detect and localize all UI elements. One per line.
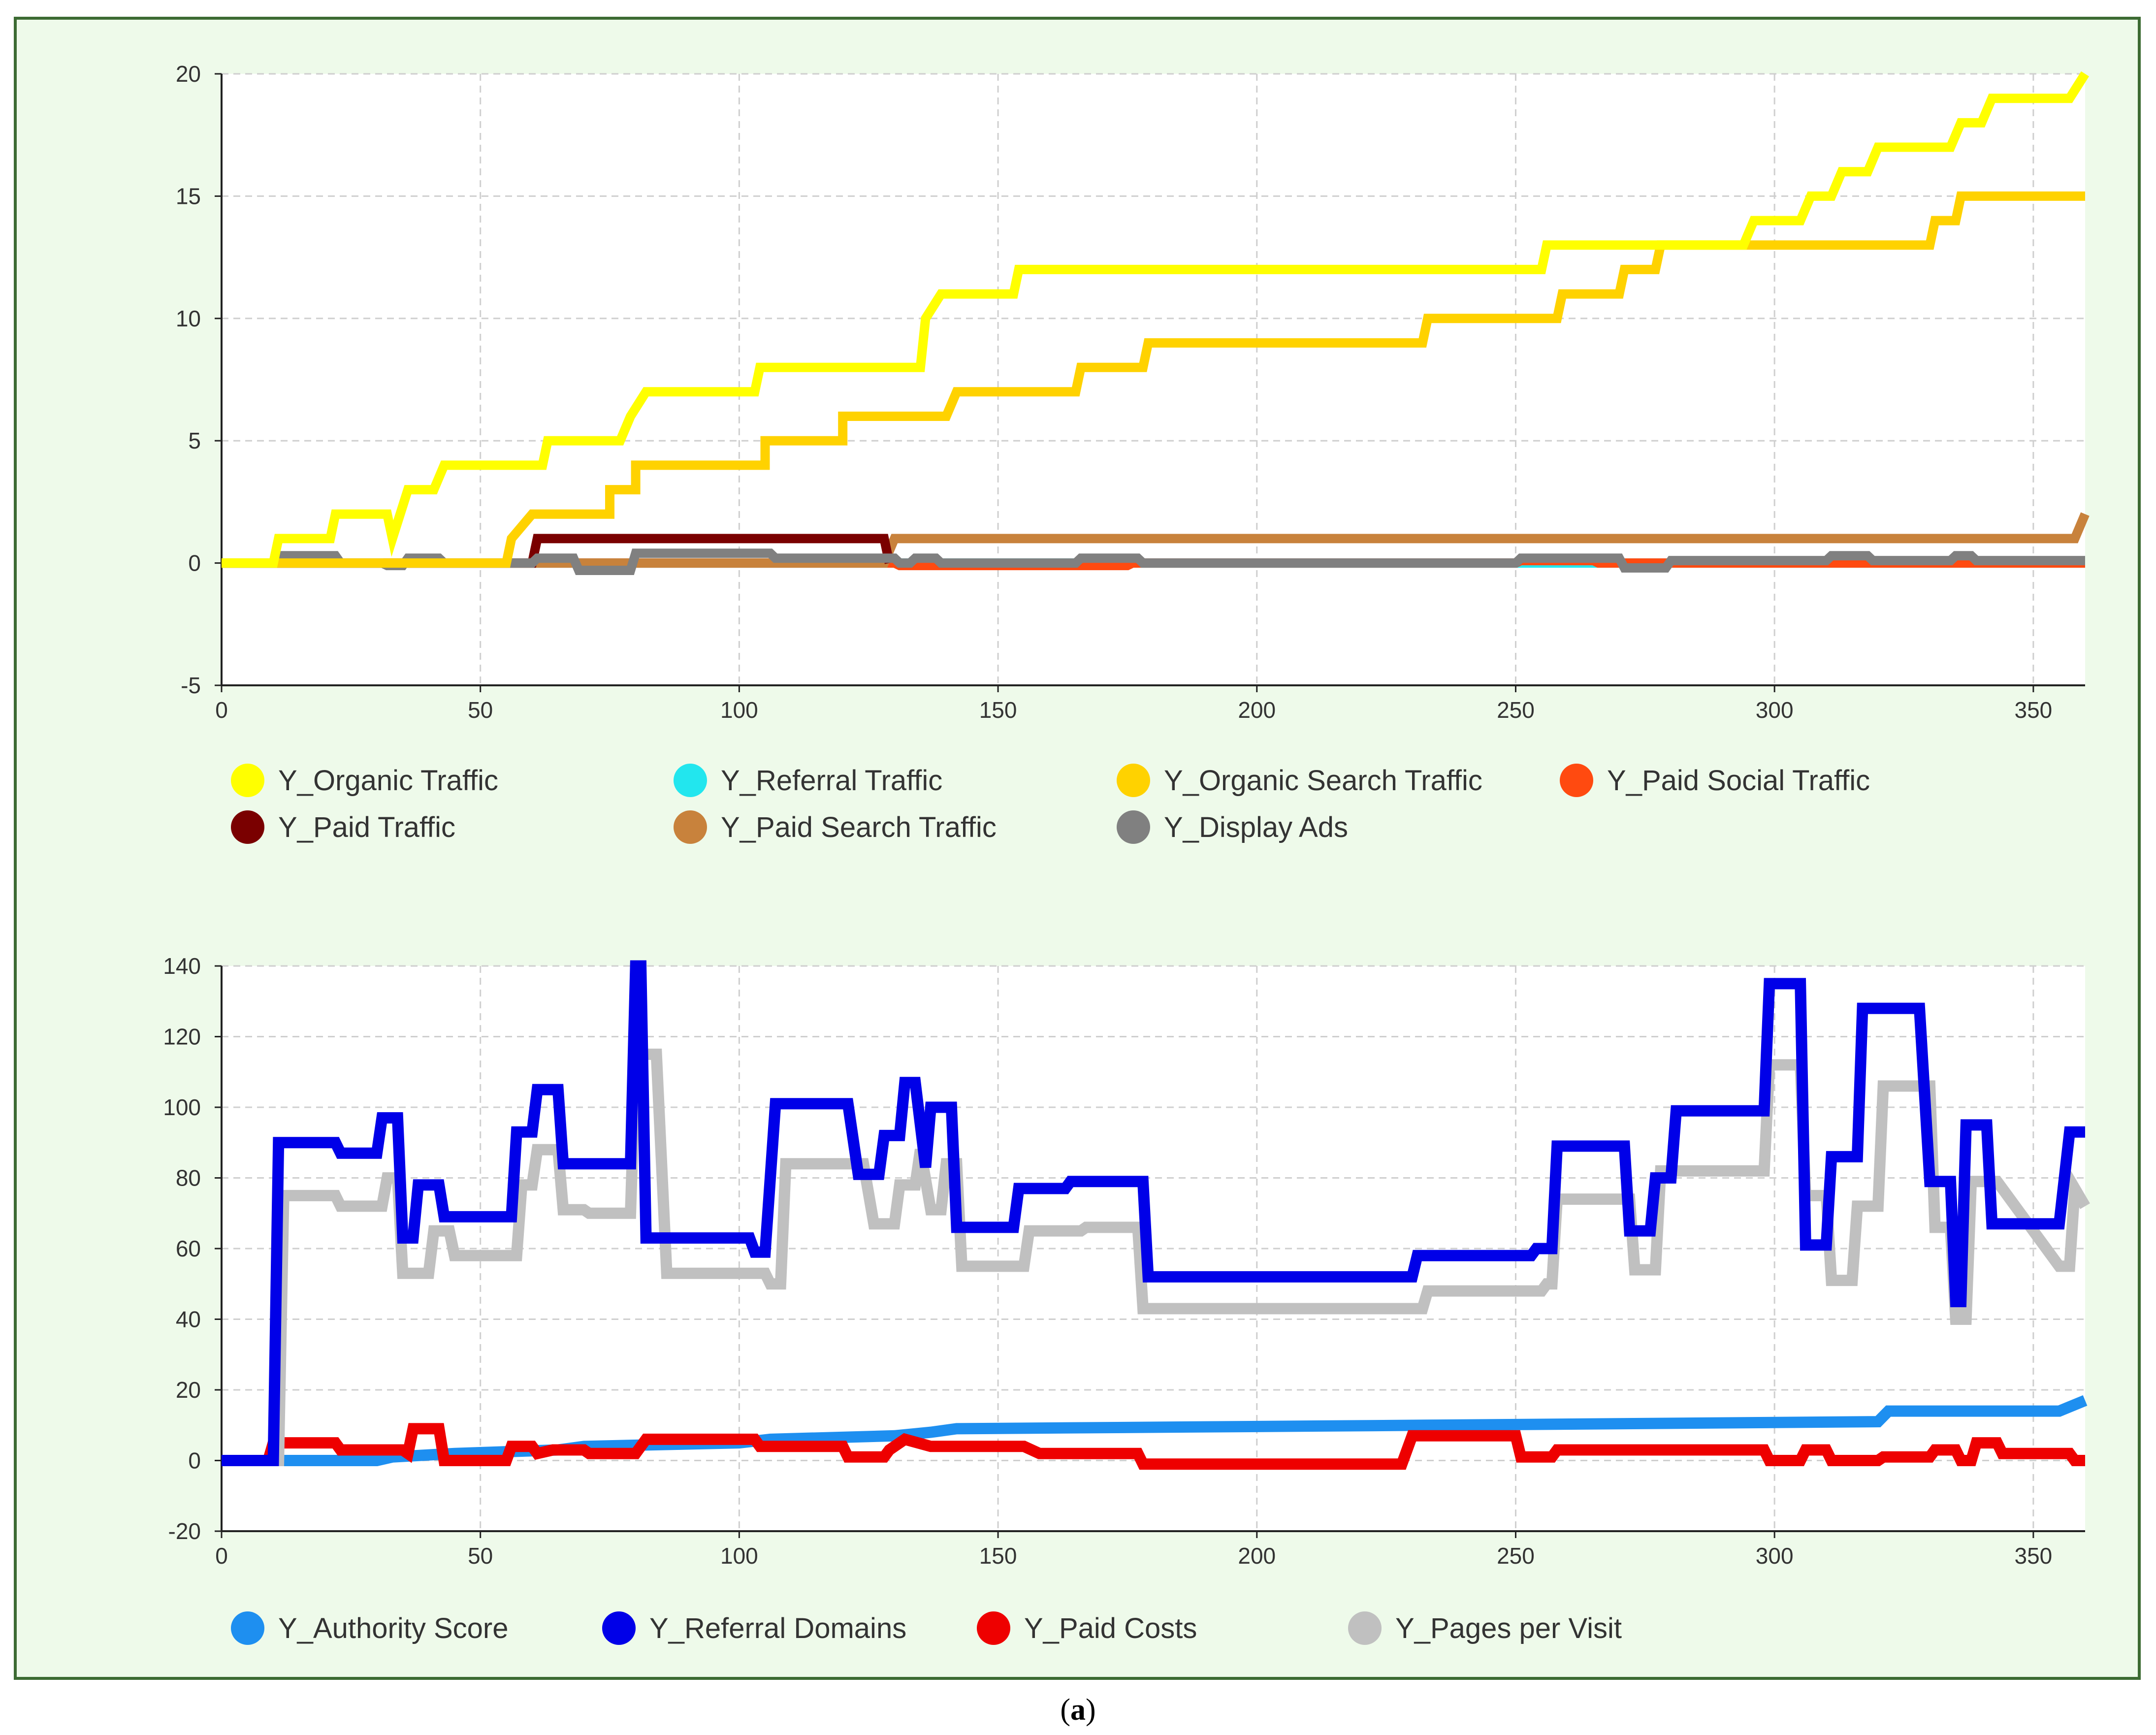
top-chart: 0 50 100 150 200 250 300 350 -5 0 5 10 15 20 Y_Organic…	[176, 61, 2090, 844]
legend-label: Y_Display Ads	[1164, 811, 1348, 843]
series-line-y-organic-traffic	[222, 71, 2090, 568]
legend-label: Y_Organic Traffic	[278, 765, 498, 797]
y-tick-label: 20	[176, 1377, 201, 1403]
x-tick-label: 150	[979, 1543, 1017, 1569]
legend-swatch	[1117, 764, 1150, 797]
caption-close: )	[1086, 1693, 1096, 1727]
x-tick-label: 300	[1756, 697, 1794, 723]
x-tick-label: 200	[1238, 1543, 1276, 1569]
y-tick-label: 15	[176, 183, 201, 209]
y-tick-label: 20	[176, 61, 201, 87]
legend-label: Y_Paid Social Traffic	[1607, 765, 1870, 797]
y-tick-label: 0	[188, 550, 201, 576]
legend-label: Y_Referral Traffic	[721, 765, 942, 797]
y-tick-label: 80	[176, 1165, 201, 1191]
x-tick-label: 350	[2014, 1543, 2052, 1569]
legend-swatch	[231, 764, 264, 797]
x-tick-label: 300	[1756, 1543, 1794, 1569]
caption-letter: a	[1070, 1693, 1086, 1727]
y-tick-label: 140	[163, 953, 201, 979]
legend-swatch	[1348, 1611, 1382, 1645]
charts-root: 0 50 100 150 200 250 300 350-505101520Y_Organic…	[163, 61, 2090, 1645]
x-tick-label: 50	[468, 697, 493, 723]
x-tick-label: 350	[2014, 697, 2052, 723]
x-tick-label: 150	[979, 697, 1017, 723]
x-tick-label: 250	[1497, 697, 1535, 723]
y-tick-label: -5	[181, 673, 201, 698]
series-line-y-paid-costs	[222, 1423, 2085, 1470]
legend-swatch	[602, 1611, 636, 1645]
series-line-y-referral-domains	[222, 960, 2085, 1466]
legend-label: Y_Referral Domains	[649, 1612, 906, 1644]
legend-swatch	[1560, 764, 1593, 797]
legend-swatch	[674, 764, 707, 797]
x-tick-label: 0	[215, 697, 228, 723]
plot-area	[222, 74, 2085, 685]
series-line-y-authority-score	[222, 1395, 2088, 1466]
legend-label: Y_Authority Score	[278, 1612, 508, 1644]
x-tick-label: 100	[720, 697, 758, 723]
bottom-chart: 0 50 100 150 200 250 300 350 -20 0 20 40 60 80 100 120 1…	[163, 953, 2090, 1645]
legend-label: Y_Paid Search Traffic	[721, 811, 997, 843]
y-tick-label: 120	[163, 1024, 201, 1050]
x-tick-label: 200	[1238, 697, 1276, 723]
legend-swatch	[674, 810, 707, 844]
legend-swatch	[231, 1611, 264, 1645]
legend-label: Y_Paid Costs	[1024, 1612, 1197, 1644]
figure-caption: (a)	[0, 1693, 2156, 1728]
legend-swatch	[977, 1611, 1010, 1645]
legend-label: Y_Organic Search Traffic	[1164, 765, 1482, 797]
y-tick-label: 60	[176, 1236, 201, 1261]
x-tick-label: 0	[215, 1543, 228, 1569]
y-tick-label: 5	[188, 428, 201, 453]
y-tick-label: 0	[188, 1448, 201, 1474]
x-tick-label: 50	[468, 1543, 493, 1569]
legend-swatch	[231, 810, 264, 844]
legend-swatch	[1117, 810, 1150, 844]
y-tick-label: 100	[163, 1094, 201, 1120]
y-tick-label: 10	[176, 306, 201, 331]
series-line-y-paid-search-traffic	[222, 512, 2090, 568]
x-tick-label: 100	[720, 1543, 758, 1569]
caption-open: (	[1060, 1693, 1070, 1727]
y-tick-label: 40	[176, 1307, 201, 1332]
legend-label: Y_Pages per Visit	[1395, 1612, 1622, 1644]
x-tick-label: 250	[1497, 1543, 1535, 1569]
legend-label: Y_Paid Traffic	[278, 811, 455, 843]
y-tick-label: -20	[168, 1518, 201, 1544]
